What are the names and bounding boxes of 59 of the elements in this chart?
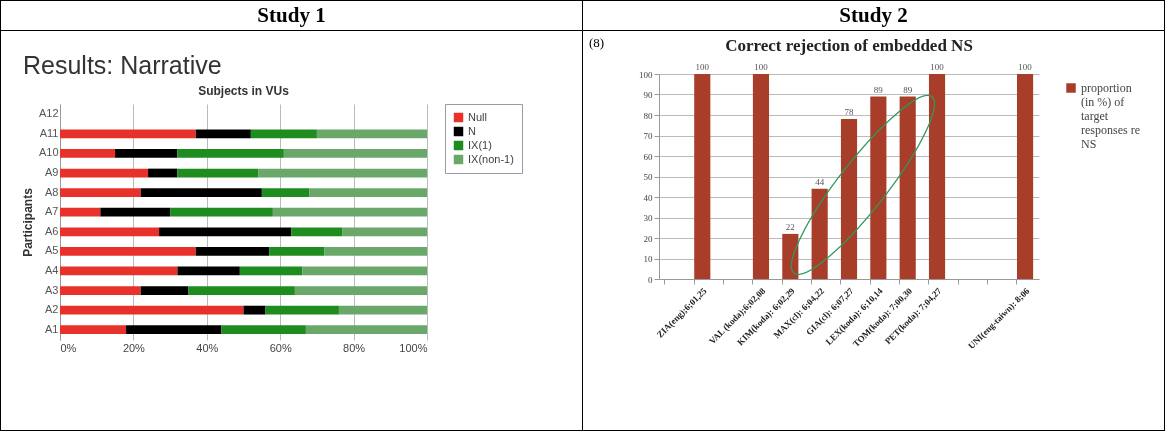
chart-title: Correct rejection of embedded NS xyxy=(725,36,973,55)
bar xyxy=(1016,74,1034,279)
x-tick-label: 40% xyxy=(196,341,219,354)
y-tick-label: A6 xyxy=(45,224,59,237)
bar xyxy=(811,188,828,279)
y-tick-label: A4 xyxy=(45,263,59,276)
legend-label: Null xyxy=(468,110,487,123)
x-tick-label: 60% xyxy=(269,341,292,354)
y-tick-label: 50 xyxy=(643,172,653,182)
y-tick-label: 10 xyxy=(643,254,653,264)
data-label: 100 xyxy=(754,62,769,72)
y-tick-label: 80 xyxy=(643,110,653,121)
y-tick-label: A7 xyxy=(45,205,59,218)
bar xyxy=(899,96,916,279)
y-axis-title: Participants xyxy=(20,187,35,257)
y-tick-label: 60 xyxy=(643,151,653,162)
y-tick-label: A2 xyxy=(45,303,59,316)
data-label: 89 xyxy=(903,84,913,95)
text: Study 1 xyxy=(0,0,583,31)
y-tick-label: A10 xyxy=(38,146,59,159)
y-tick-label: 90 xyxy=(643,90,653,100)
y-tick-label: A11 xyxy=(39,126,59,139)
bar xyxy=(870,96,887,279)
legend-label: IX(non-1) xyxy=(468,152,514,165)
bar xyxy=(840,119,858,279)
text: Study 2 xyxy=(582,0,1165,31)
text: (8) xyxy=(589,35,605,51)
bar xyxy=(752,74,770,279)
data-label: 100 xyxy=(695,62,710,72)
y-tick-label: A3 xyxy=(45,283,59,296)
chart-subtitle: Subjects in VUs xyxy=(198,83,290,98)
data-label: 22 xyxy=(785,221,795,232)
x-tick-label: 20% xyxy=(122,341,146,354)
bar xyxy=(694,74,711,279)
chart-title: Results: Narrative xyxy=(23,51,223,80)
data-label: 89 xyxy=(873,84,884,95)
legend-label: proportion (in %) of target responses re NS xyxy=(1081,81,1140,151)
bar xyxy=(782,233,799,279)
y-tick-label: 30 xyxy=(643,213,653,223)
legend-label: N xyxy=(468,124,476,137)
y-tick-label: 70 xyxy=(643,131,653,141)
y-tick-label: A9 xyxy=(45,166,59,179)
data-label: 44 xyxy=(815,176,825,187)
x-tick-label: 80% xyxy=(343,341,366,354)
data-label: 78 xyxy=(844,107,854,118)
y-tick-label: 40 xyxy=(643,192,653,203)
x-tick-label: 100% xyxy=(399,341,428,354)
y-tick-label: A8 xyxy=(45,185,59,198)
y-tick-label: 20 xyxy=(643,233,653,244)
legend-label: IX(1) xyxy=(468,138,492,151)
y-tick-label: A1 xyxy=(45,322,59,335)
data-label: 100 xyxy=(1018,62,1033,72)
x-tick-label: 0% xyxy=(60,341,77,354)
y-tick-label: 0 xyxy=(648,274,653,285)
data-label: 100 xyxy=(930,62,945,72)
y-tick-label: 100 xyxy=(639,69,653,80)
y-tick-label: A5 xyxy=(45,244,59,257)
bar xyxy=(928,74,946,279)
y-tick-label: A12 xyxy=(38,107,59,120)
